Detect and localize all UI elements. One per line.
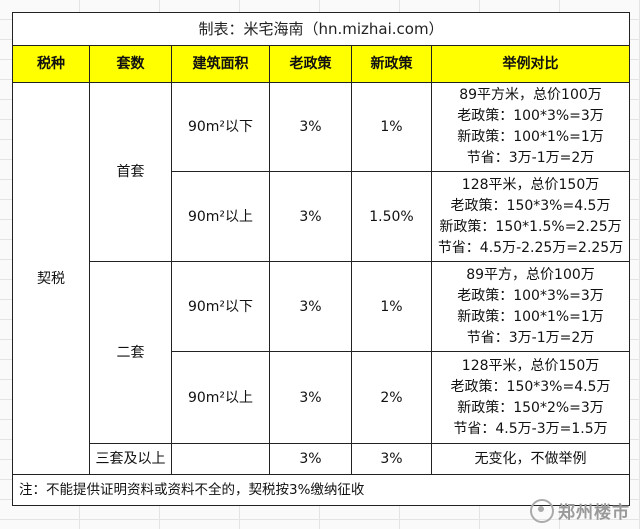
area-cell: 90m²以下	[171, 82, 270, 172]
table-title: 制表：米宅海南（hn.mizhai.com）	[11, 12, 631, 46]
example-cell: 128平米，总价150万 老政策：150*3%=4.5万 新政策：150*2%=…	[430, 351, 631, 444]
wechat-icon	[530, 498, 554, 523]
new-rate-cell: 3%	[351, 443, 432, 475]
example-line: 老政策：150*3%=4.5万	[450, 378, 611, 395]
example-line: 128平米，总价150万	[461, 357, 600, 374]
area-cell: 90m²以上	[171, 351, 270, 444]
example-line: 老政策：100*3%=3万	[457, 108, 604, 124]
watermark-text: 郑州楼市	[558, 503, 630, 523]
table-row: 90m²以上 3% 2% 128平米，总价150万 老政策：150*3%=4.5…	[13, 351, 631, 444]
sets-first-cell: 首套	[89, 82, 172, 262]
example-line: 新政策：150*2%=3万	[457, 399, 604, 416]
watermark: 郑州楼市	[530, 498, 630, 523]
note-row: 注：不能提供证明资料或资料不全的，契税按3%缴纳征收	[11, 474, 631, 506]
example-cell: 128平米，总价150万 老政策：150*3%=4.5万 新政策：150*1.5…	[430, 171, 631, 262]
new-rate-cell: 1.50%	[351, 171, 432, 262]
table-row: 二套 90m²以下 3% 1% 89平方，总价100万 老政策：100*3%=3…	[13, 261, 631, 444]
new-rate-cell: 1%	[351, 261, 432, 352]
header-area: 建筑面积	[171, 45, 270, 83]
example-line: 新政策：150*1.5%=2.25万	[439, 218, 622, 235]
example-line: 89平方米，总价100万	[459, 87, 602, 103]
area-cell: 90m²以上	[171, 171, 270, 262]
table-row: 90m²以上 3% 1.50% 128平米，总价150万 老政策：150*3%=…	[13, 171, 631, 262]
old-rate-cell: 3%	[269, 261, 352, 352]
example-line: 节省：3万-1万=2万	[466, 150, 595, 166]
example-cell: 89平方，总价100万 老政策：100*3%=3万 新政策：100*1%=1万 …	[430, 261, 631, 352]
header-sets: 套数	[89, 45, 172, 83]
sets-second-cell: 二套	[89, 261, 172, 444]
tax-type-cell: 契税	[12, 82, 90, 475]
example-line: 节省：4.5万-2.25万=2.25万	[437, 239, 624, 256]
header-example: 举例对比	[430, 45, 631, 83]
header-row: 税种 套数 建筑面积 老政策 新政策 举例对比	[12, 45, 631, 83]
new-rate-cell: 2%	[351, 351, 432, 444]
example-line: 老政策：100*3%=3万	[457, 287, 604, 304]
example-line: 新政策：100*1%=1万	[457, 308, 604, 325]
header-tax-type: 税种	[12, 45, 90, 83]
old-rate-cell: 3%	[269, 351, 352, 444]
new-rate-cell: 1%	[351, 82, 432, 172]
header-new-policy: 新政策	[351, 45, 432, 83]
note-text: 注：不能提供证明资料或资料不全的，契税按3%缴纳征收	[11, 474, 631, 506]
example-line: 新政策：100*1%=1万	[457, 129, 604, 145]
example-line: 节省：4.5万-3万=1.5万	[453, 420, 608, 437]
example-cell: 89平方米，总价100万 老政策：100*3%=3万 新政策：100*1%=1万…	[430, 82, 631, 172]
example-line: 老政策：150*3%=4.5万	[450, 197, 611, 214]
example-line: 128平米，总价150万	[461, 176, 600, 193]
title-row: 制表：米宅海南（hn.mizhai.com）	[11, 12, 631, 46]
sets-third-cell: 三套及以上	[89, 443, 172, 475]
area-cell	[171, 443, 270, 475]
example-line: 89平方，总价100万	[466, 266, 595, 283]
example-cell: 无变化，不做举例	[430, 443, 631, 475]
old-rate-cell: 3%	[269, 443, 352, 475]
deed-tax-comparison-table: 制表：米宅海南（hn.mizhai.com） 税种 套数 建筑面积 老政策 新政…	[11, 12, 631, 506]
old-rate-cell: 3%	[269, 171, 352, 262]
example-line: 节省：3万-1万=2万	[466, 329, 595, 346]
table-row: 契税 首套 90m²以下 3% 1% 89平方米，总价100万 老政策：100*…	[12, 82, 631, 475]
area-cell: 90m²以下	[171, 261, 270, 352]
table-row: 三套及以上 3% 3% 无变化，不做举例	[13, 443, 631, 475]
old-rate-cell: 3%	[269, 82, 352, 172]
header-old-policy: 老政策	[269, 45, 352, 83]
